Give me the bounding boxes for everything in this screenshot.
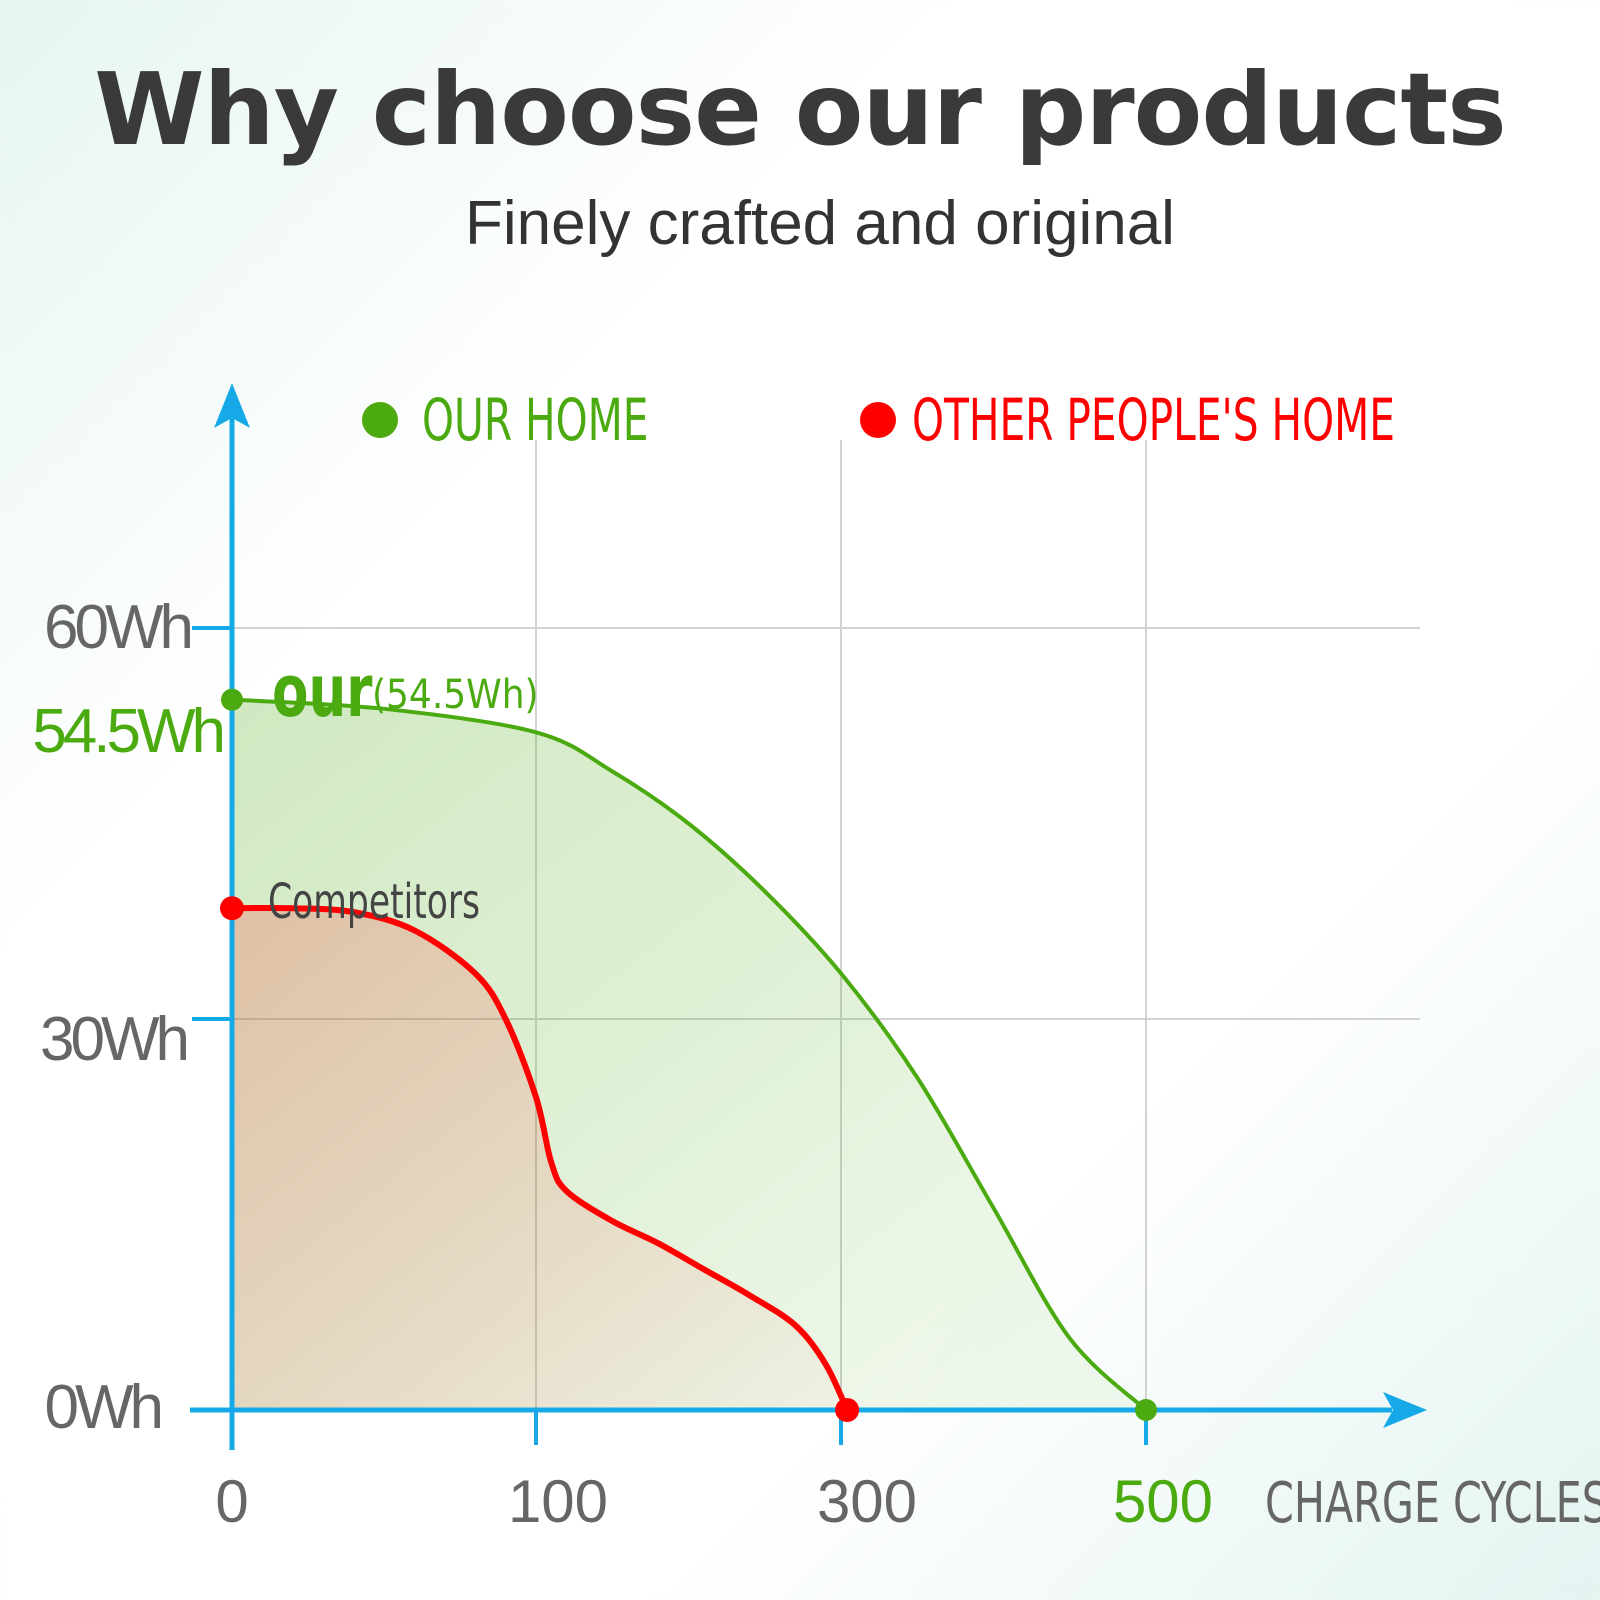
legend-label-ours: OUR HOME xyxy=(422,388,648,455)
series-lines xyxy=(220,688,1157,1422)
x-tick-label-500: 500 xyxy=(1113,1468,1213,1535)
x-tick-label-0: 0 xyxy=(215,1468,248,1535)
x-tick-label-100: 100 xyxy=(508,1468,608,1535)
legend: OUR HOME OTHER PEOPLE'S HOME xyxy=(362,388,1395,455)
x-tick-label-300: 300 xyxy=(817,1468,917,1535)
legend-dot-ours xyxy=(362,402,398,438)
tick-labels: 0 100 300 500 0Wh 30Wh 54.5Wh 60Wh xyxy=(32,593,1213,1535)
series-areas xyxy=(232,699,1146,1410)
series-label-ours: our xyxy=(272,649,373,733)
legend-dot-others xyxy=(860,402,896,438)
area-others xyxy=(232,907,848,1410)
series-label-others: Competitors xyxy=(268,875,480,930)
y-tick-label-54.5Wh: 54.5Wh xyxy=(32,697,222,766)
y-tick-label-30Wh: 30Wh xyxy=(40,1005,186,1074)
axes xyxy=(190,383,1427,1450)
page-title: Why choose our products xyxy=(94,51,1507,168)
x-axis-arrow xyxy=(1383,1392,1427,1428)
line-ours xyxy=(230,697,1148,1412)
page-subtitle: Finely crafted and original xyxy=(465,189,1175,258)
y-axis-arrow xyxy=(214,383,250,428)
point-start-others xyxy=(220,896,244,921)
point-start-ours xyxy=(221,688,243,711)
series-annotation-ours: (54.5Wh) xyxy=(372,672,539,718)
y-tick-label-60Wh: 60Wh xyxy=(44,593,190,662)
point-end-ours xyxy=(1135,1399,1157,1421)
point-end-others xyxy=(835,1398,860,1422)
y-tick-label-0Wh: 0Wh xyxy=(45,1373,161,1442)
line-others xyxy=(229,904,851,1413)
legend-label-others: OTHER PEOPLE'S HOME xyxy=(912,388,1395,455)
x-axis-label: CHARGE CYCLES xyxy=(1265,1471,1600,1537)
